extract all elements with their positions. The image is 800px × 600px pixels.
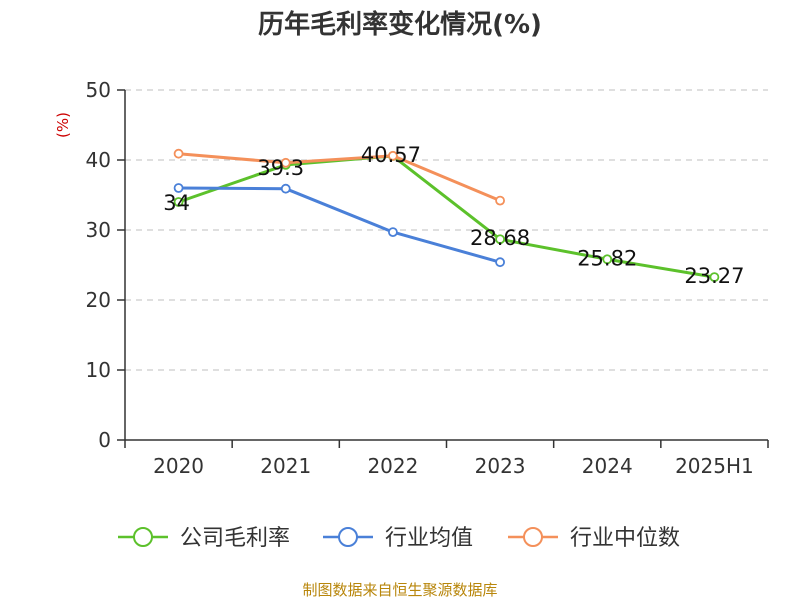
legend-label-0: 公司毛利率 [180, 526, 290, 551]
chart-title: 历年毛利率变化情况(%) [258, 9, 542, 40]
data-point [280, 157, 291, 168]
data-point [173, 197, 184, 207]
data-label: 39.3 [257, 156, 304, 180]
x-tick-label: 2021 [260, 454, 311, 478]
x-tick-label: 2022 [367, 454, 418, 478]
axes: 0 10 20 30 40 50 2020 2021 2022 2023 2024 2025H1 [86, 78, 769, 478]
source-note: 制图数据来自恒生聚源数据库 [302, 581, 497, 599]
data-point [495, 195, 505, 206]
x-tick-label: 2025H1 [675, 454, 754, 478]
x-tick-label: 2023 [475, 454, 526, 478]
series-line-0 [178, 154, 715, 279]
y-tick-label: 20 [86, 288, 111, 312]
x-tick-label: 2020 [153, 454, 204, 478]
series-line-2 [178, 152, 501, 202]
data-point [388, 150, 398, 161]
legend-marker-1 [338, 527, 358, 547]
series-layer [173, 148, 720, 283]
data-labels: 34 39.3 40.57 28.68 25.82 23.27 [163, 143, 744, 288]
data-point [280, 183, 291, 194]
data-point [709, 272, 720, 283]
data-point [495, 234, 505, 245]
y-axis-label: (%) [54, 112, 72, 138]
data-point [602, 254, 613, 265]
grid-lines [125, 89, 768, 371]
data-label: 23.27 [684, 264, 744, 288]
y-tick-label: 50 [86, 78, 111, 102]
legend-marker-2 [523, 527, 543, 547]
data-label: 40.57 [361, 143, 421, 167]
x-tick-label: 2024 [582, 454, 633, 478]
series-line-1 [178, 186, 501, 264]
legend-label-1: 行业均值 [385, 526, 473, 551]
y-tick-label: 40 [86, 148, 111, 172]
legend-marker-0 [133, 527, 153, 547]
data-label: 34 [163, 191, 190, 215]
data-point [495, 257, 505, 268]
data-point [173, 183, 184, 193]
data-point [388, 227, 398, 238]
data-label: 25.82 [577, 246, 637, 270]
data-label: 28.68 [470, 226, 530, 250]
y-tick-label: 30 [86, 218, 111, 242]
legend-label-2: 行业中位数 [570, 526, 680, 551]
y-tick-label: 0 [98, 428, 111, 452]
y-tick-label: 10 [86, 358, 111, 382]
legend: 公司毛利率 行业均值 行业中位数 [118, 526, 680, 551]
data-point [173, 148, 184, 159]
